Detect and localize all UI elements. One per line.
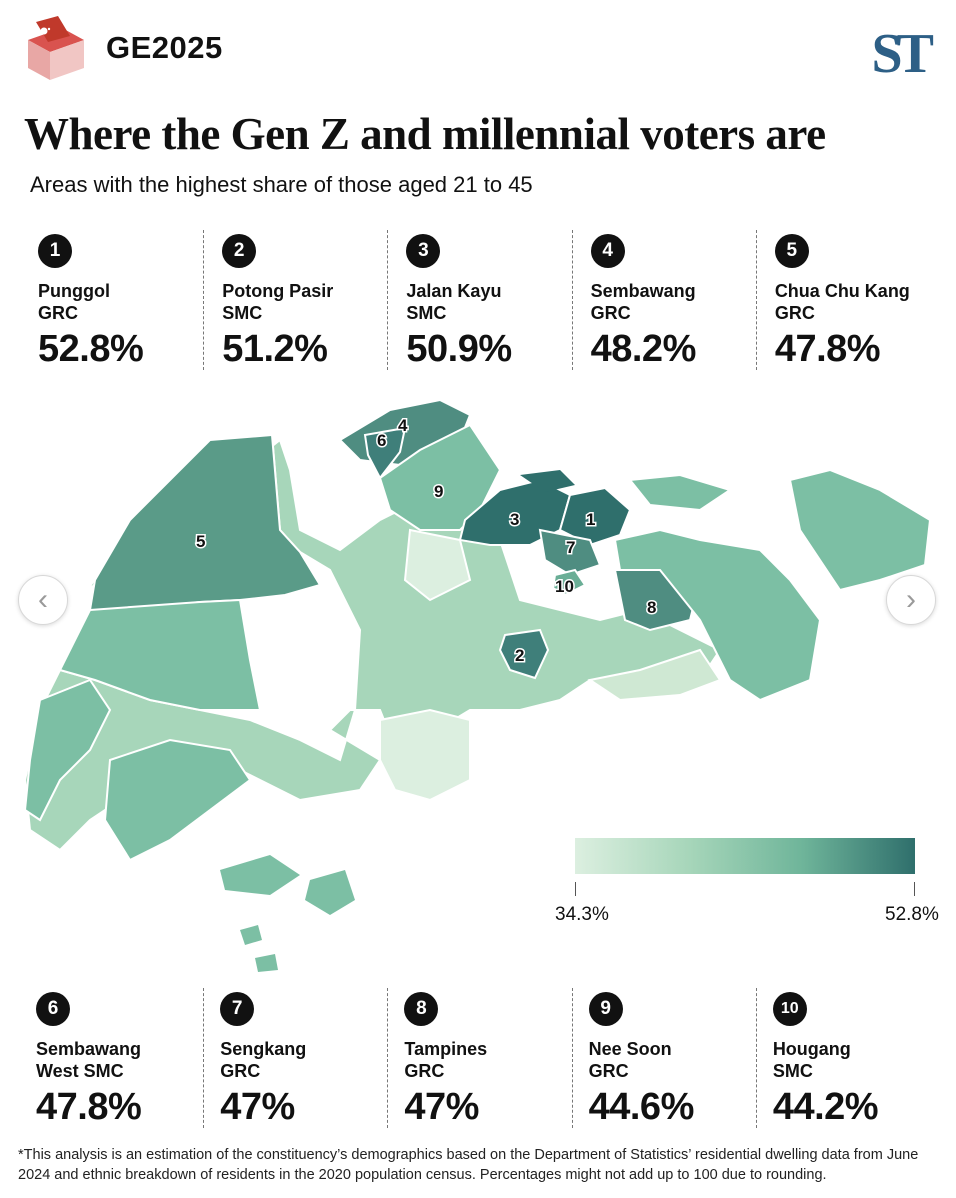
constituency-type: GRC: [588, 1061, 629, 1081]
constituency-type: SMC: [406, 303, 447, 323]
map-label-10: 10: [555, 577, 574, 596]
constituency-percentage: 47.8%: [36, 1086, 142, 1128]
chevron-right-icon: ›: [906, 583, 916, 616]
map-region-ubin: [628, 473, 733, 512]
rank-card-9: 9 Nee Soon GRC 44.6%: [571, 988, 756, 1128]
map-region-coney: [520, 470, 575, 492]
rank-badge: 6: [36, 992, 70, 1026]
map-label-6: 6: [377, 431, 386, 450]
rank-badge: 8: [404, 992, 439, 1026]
constituency-percentage: 44.2%: [772, 1086, 879, 1128]
constituency-percentage: 52.8%: [38, 328, 144, 370]
constituency-type: SMC: [222, 303, 263, 323]
rank-card-5: 5 Chua Chu Kang GRC 47.8%: [755, 230, 940, 370]
rank-badge: 4: [590, 234, 625, 268]
map-label-7: 7: [566, 538, 575, 557]
map-region-central-light: [403, 528, 472, 602]
constituency-percentage: 47.8%: [774, 328, 881, 370]
map-label-5: 5: [196, 532, 205, 551]
constituency-type: West SMC: [36, 1061, 124, 1081]
rank-badge: 3: [406, 234, 441, 268]
map-label-8: 8: [647, 598, 656, 617]
constituency-type: GRC: [404, 1061, 445, 1081]
rank-card-6: 6 Sembawang West SMC 47.8%: [20, 988, 203, 1128]
constituency-name: Sengkang: [220, 1039, 307, 1059]
header: GE2025 ST: [20, 12, 936, 92]
constituency-type: GRC: [590, 303, 631, 323]
page-title: Where the Gen Z and millennial voters ar…: [24, 109, 826, 159]
color-legend: [575, 838, 915, 896]
ge2025-brand: GE2025: [106, 30, 223, 65]
constituency-type: SMC: [772, 1061, 813, 1081]
singapore-choropleth-map: 1 2 3 4 5 6 7 8 9 10: [23, 398, 932, 972]
rank-card-10: 10 Hougang SMC 44.2%: [755, 988, 940, 1128]
map-region-south-island-2: [305, 870, 355, 915]
rank-badge: 1: [38, 234, 72, 268]
legend-max-tick: [914, 882, 915, 896]
map-region-1: [558, 486, 632, 547]
map-region-southwest-islands: [23, 678, 112, 822]
map-label-4: 4: [398, 416, 408, 435]
constituency-name: Tampines: [404, 1039, 488, 1059]
legend-gradient-bar: [575, 838, 915, 874]
constituency-name: Chua Chu Kang: [774, 281, 910, 301]
legend-min-tick: [575, 882, 576, 896]
constituency-type: GRC: [38, 303, 78, 323]
rank-badge: 9: [588, 992, 623, 1026]
map-label-2: 2: [515, 646, 524, 665]
constituency-percentage: 48.2%: [590, 328, 697, 370]
map-region-south-light: [379, 708, 471, 802]
rank-card-3: 3 Jalan Kayu SMC 50.9%: [387, 230, 571, 370]
map-region-7: [538, 528, 602, 577]
map-region-south-island-4: [255, 954, 278, 972]
map-region-6: [363, 426, 407, 480]
map-region-south-island-1: [220, 855, 300, 895]
constituency-name: Nee Soon: [588, 1039, 672, 1059]
next-slide-button[interactable]: ›: [886, 575, 936, 625]
rank-badge: 5: [774, 234, 809, 268]
map-region-south-island-3: [240, 925, 262, 945]
constituency-name: Potong Pasir: [222, 281, 334, 301]
constituency-type: GRC: [774, 303, 815, 323]
constituency-percentage: 51.2%: [222, 328, 328, 370]
constituency-percentage: 50.9%: [406, 328, 512, 370]
map-region-tekong: [788, 468, 932, 592]
st-logo: ST: [871, 23, 934, 85]
page-subtitle: Areas with the highest share of those ag…: [30, 172, 533, 197]
constituency-type: GRC: [220, 1061, 261, 1081]
bottom-ranking-row: 6 Sembawang West SMC 47.8% 7 Sengkang GR…: [20, 988, 940, 1128]
constituency-percentage: 47%: [404, 1086, 479, 1128]
rank-card-7: 7 Sengkang GRC 47%: [203, 988, 387, 1128]
rank-card-8: 8 Tampines GRC 47%: [387, 988, 571, 1128]
legend-max-label: 52.8%: [885, 904, 939, 925]
rank-badge: 7: [220, 992, 255, 1026]
map-region-east: [613, 528, 822, 702]
map-label-9: 9: [434, 482, 443, 501]
ballot-box-icon: [28, 16, 84, 80]
map-region-jurong-island: [103, 738, 252, 862]
map-region-10: [551, 568, 587, 597]
rank-badge: 10: [772, 992, 807, 1026]
constituency-name: Sembawang: [590, 281, 696, 301]
legend-min-label: 34.3%: [555, 904, 609, 925]
constituency-name: Hougang: [772, 1039, 851, 1059]
constituency-percentage: 47%: [220, 1086, 295, 1128]
previous-slide-button[interactable]: ‹: [18, 575, 68, 625]
constituency-name: Punggol: [38, 281, 110, 301]
map-label-3: 3: [510, 510, 519, 529]
footnote: *This analysis is an estimation of the c…: [18, 1147, 919, 1183]
rank-card-1: 1 Punggol GRC 52.8%: [20, 230, 203, 370]
rank-badge: 2: [222, 234, 257, 268]
chevron-left-icon: ‹: [38, 583, 48, 616]
map-region-east-light: [587, 648, 722, 702]
top-ranking-row: 1 Punggol GRC 52.8% 2 Potong Pasir SMC 5…: [20, 230, 940, 370]
constituency-name: Jalan Kayu: [406, 281, 502, 301]
constituency-name: Sembawang: [36, 1039, 142, 1059]
map-region-west-coast: [58, 598, 262, 711]
map-label-1: 1: [586, 510, 595, 529]
map-region-2: [498, 628, 550, 680]
constituency-percentage: 44.6%: [588, 1086, 695, 1128]
rank-card-2: 2 Potong Pasir SMC 51.2%: [203, 230, 387, 370]
rank-card-4: 4 Sembawang GRC 48.2%: [571, 230, 756, 370]
